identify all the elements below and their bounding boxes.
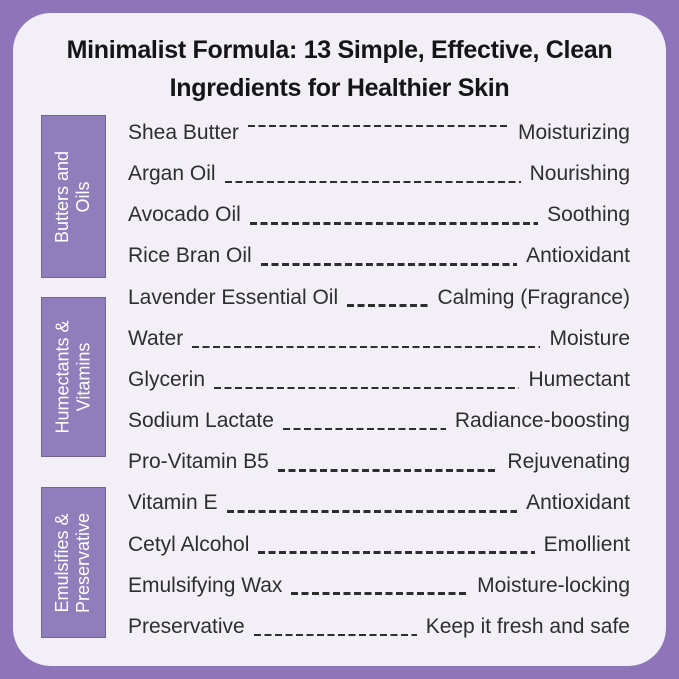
- leader-line: [192, 345, 541, 349]
- group-label-text: Humectants & Vitamins: [53, 320, 95, 433]
- ingredient-benefit: Antioxidant: [526, 244, 630, 268]
- ingredient-benefit: Humectant: [528, 367, 630, 391]
- group-label-line: Preservative: [73, 512, 94, 613]
- leader-line: [291, 592, 469, 595]
- ingredient-benefit: Nourishing: [529, 162, 630, 186]
- group-label-line: Oils: [73, 181, 94, 212]
- ingredient-name: Glycerin: [128, 367, 206, 391]
- ingredient-row: Preservative Keep it fresh and safe: [128, 607, 630, 647]
- ingredient-name: Preservative: [128, 614, 245, 638]
- ingredient-benefit: Soothing: [547, 203, 630, 227]
- ingredient-row: Cetyl Alcohol Emollient: [128, 525, 630, 565]
- ingredient-row: Glycerin Humectant: [128, 360, 630, 400]
- leader-line: [249, 222, 539, 225]
- leader-line: [277, 469, 499, 472]
- ingredient-row: Rice Bran Oil Antioxidant: [128, 236, 630, 276]
- ingredient-row: Avocado Oil Soothing: [128, 195, 630, 235]
- group-label-line: Butters and: [52, 150, 73, 243]
- ingredient-benefit: Moisture-locking: [477, 573, 630, 597]
- ingredient-benefit: Moisture: [549, 326, 630, 350]
- ingredient-name: Cetyl Alcohol: [128, 532, 250, 556]
- content-card: [13, 13, 666, 666]
- title-line-1: Minimalist Formula: 13 Simple, Effective…: [66, 36, 613, 64]
- ingredient-row: Lavender Essential Oil Calming (Fragranc…: [128, 278, 630, 318]
- ingredient-row: Water Moisture: [128, 319, 630, 359]
- title-line-2: Ingredients for Healthier Skin: [169, 74, 510, 102]
- ingredient-benefit: Rejuvenating: [507, 450, 630, 474]
- group-label-text: Butters and Oils: [53, 150, 95, 242]
- group-label-line: Humectants &: [52, 320, 73, 434]
- leader-line: [282, 427, 446, 431]
- group-label-text: Emulsifies & Preservative: [53, 512, 95, 612]
- ingredient-benefit: Moisturizing: [517, 121, 630, 144]
- ingredient-name: Emulsifying Wax: [128, 573, 283, 597]
- ingredient-row: Pro-Vitamin B5 Rejuvenating: [128, 442, 630, 482]
- leader-line: [253, 633, 417, 637]
- ingredient-name: Water: [128, 326, 184, 350]
- group-label-humectants-and-vitamins: Humectants & Vitamins: [41, 297, 106, 457]
- leader-line: [226, 510, 518, 513]
- ingredient-name: Lavender Essential Oil: [128, 285, 339, 309]
- leader-line: [260, 263, 518, 266]
- ingredient-name: Shea Butter: [128, 121, 239, 144]
- ingredient-name: Argan Oil: [128, 162, 216, 186]
- ingredient-name: Rice Bran Oil: [128, 244, 252, 268]
- ingredient-name: Vitamin E: [128, 491, 218, 515]
- ingredient-benefit: Antioxidant: [526, 491, 630, 515]
- ingredient-row: Sodium Lactate Radiance-boosting: [128, 401, 630, 441]
- group-label-line: Vitamins: [73, 342, 94, 412]
- leader-line: [247, 124, 509, 128]
- ingredient-name: Sodium Lactate: [128, 409, 274, 433]
- group-label-emulsifies-and-preservative: Emulsifies & Preservative: [41, 487, 106, 638]
- leader-line: [347, 304, 429, 307]
- ingredient-row: Emulsifying Wax Moisture-locking: [128, 566, 630, 606]
- ingredient-name: Avocado Oil: [128, 203, 241, 227]
- ingredient-benefit: Keep it fresh and safe: [425, 614, 630, 638]
- ingredient-row: Argan Oil Nourishing: [128, 154, 630, 194]
- ingredient-benefit: Emollient: [543, 532, 630, 556]
- leader-line: [224, 180, 521, 184]
- group-label-butters-and-oils: Butters and Oils: [41, 115, 106, 278]
- leader-line: [214, 386, 520, 390]
- ingredient-name: Pro-Vitamin B5: [128, 450, 269, 474]
- ingredient-benefit: Calming (Fragrance): [437, 285, 630, 309]
- group-label-line: Emulsifies &: [52, 512, 73, 613]
- ingredient-row: Shea Butter Moisturizing: [128, 113, 630, 153]
- page-title: Minimalist Formula: 13 Simple, Effective…: [24, 31, 655, 107]
- ingredient-benefit: Radiance-boosting: [454, 409, 630, 433]
- ingredient-row: Vitamin E Antioxidant: [128, 483, 630, 523]
- ingredient-list: Shea Butter Moisturizing Argan Oil Nouri…: [128, 113, 630, 647]
- leader-line: [258, 551, 535, 554]
